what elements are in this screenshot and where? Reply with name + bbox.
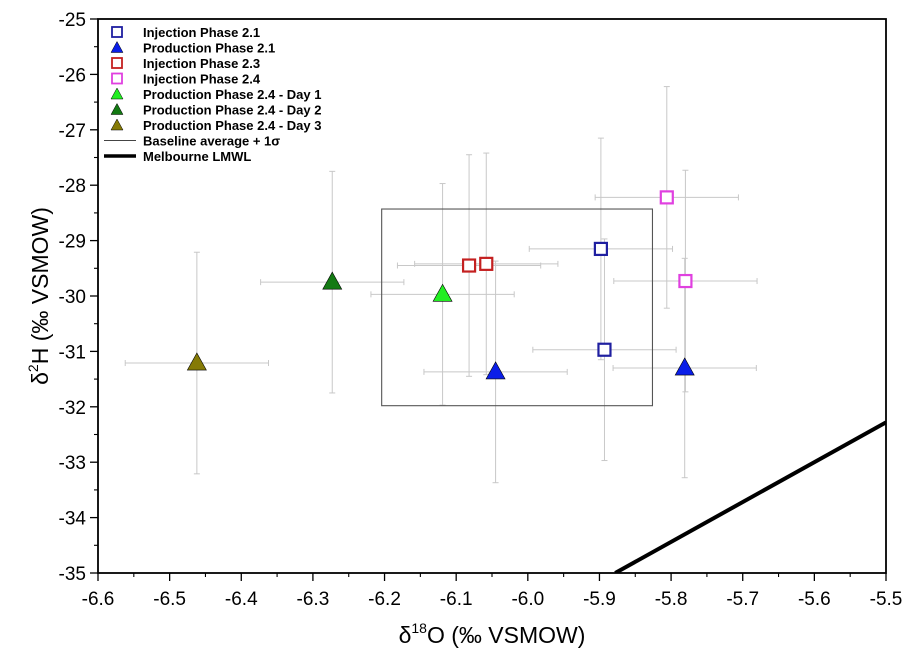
data-point — [322, 271, 343, 290]
legend-marker — [111, 57, 123, 69]
x-tick-label: -6.6 — [82, 589, 115, 610]
y-tick-label: -32 — [59, 398, 86, 419]
y-tick-label: -28 — [59, 176, 86, 197]
x-tick-label: -5.8 — [655, 589, 688, 610]
y-tick-label: -26 — [59, 65, 86, 86]
x-tick-label: -6.1 — [440, 589, 473, 610]
data-point — [479, 256, 494, 271]
x-tick-label: -5.9 — [583, 589, 616, 610]
x-tick-label: -5.5 — [870, 589, 903, 610]
y-tick-label: -34 — [59, 509, 87, 530]
data-point — [485, 361, 506, 380]
legend-label: Production Phase 2.4 - Day 2 — [143, 103, 321, 118]
data-point — [659, 190, 674, 205]
y-tick-label: -31 — [59, 342, 86, 363]
legend-label: Injection Phase 2.4 — [143, 72, 261, 87]
y-axis-title-superscript: 2 — [25, 364, 41, 372]
y-tick-label: -35 — [59, 564, 86, 585]
legend-label: Melbourne LMWL — [143, 149, 251, 164]
data-point — [461, 258, 477, 273]
legend-label: Injection Phase 2.1 — [143, 25, 260, 40]
x-tick-label: -6.5 — [153, 589, 186, 610]
data-point — [186, 352, 207, 371]
y-axis-title-prefix: δ — [27, 372, 53, 385]
baseline-box — [381, 208, 654, 407]
data-point — [674, 357, 695, 376]
y-tick-label: -33 — [59, 453, 86, 474]
y-tick-label: -27 — [59, 121, 86, 142]
legend-marker — [110, 87, 124, 100]
legend-marker — [110, 40, 124, 53]
legend-label: Baseline average + 1σ — [143, 134, 280, 149]
x-axis-title-prefix: δ — [399, 622, 412, 648]
legend-marker — [110, 118, 124, 131]
legend-marker — [111, 26, 123, 38]
legend-marker — [110, 102, 124, 115]
x-axis-title-main: O (‰ VSMOW) — [427, 622, 585, 648]
data-point — [678, 273, 693, 289]
data-markers — [186, 190, 695, 380]
reference-lines — [381, 208, 886, 573]
x-axis-title-superscript: 18 — [411, 620, 427, 636]
data-point — [597, 342, 612, 357]
x-tick-label: -5.6 — [798, 589, 831, 610]
x-axis-title: δ18O (‰ VSMOW) — [399, 620, 586, 648]
y-axis-title: δ2H (‰ VSMOW) — [25, 207, 53, 385]
y-tick-label: -25 — [59, 10, 86, 31]
lmwl-line — [614, 420, 886, 573]
legend-label: Production Phase 2.1 — [143, 41, 275, 56]
data-point — [593, 241, 608, 257]
x-tick-label: -5.7 — [726, 589, 759, 610]
data-point — [432, 283, 453, 302]
y-tick-label: -29 — [59, 232, 86, 253]
y-tick-label: -30 — [59, 287, 86, 308]
x-tick-label: -6.2 — [368, 589, 401, 610]
axis-ticks: -6.6 -6.5 -6.4 -6.3 -6.2 -6.1 -6.0 -5.9 -5.8 -5.7… — [59, 10, 903, 610]
legend-label: Production Phase 2.4 - Day 3 — [143, 118, 321, 133]
legend-label: Production Phase 2.4 - Day 1 — [143, 87, 321, 102]
x-tick-label: -6.3 — [297, 589, 330, 610]
legend-marker — [111, 72, 123, 85]
y-axis-title-main: H (‰ VSMOW) — [27, 207, 53, 364]
legend-label: Injection Phase 2.3 — [143, 56, 260, 71]
x-tick-label: -6.0 — [511, 589, 544, 610]
x-tick-label: -6.4 — [225, 589, 258, 610]
